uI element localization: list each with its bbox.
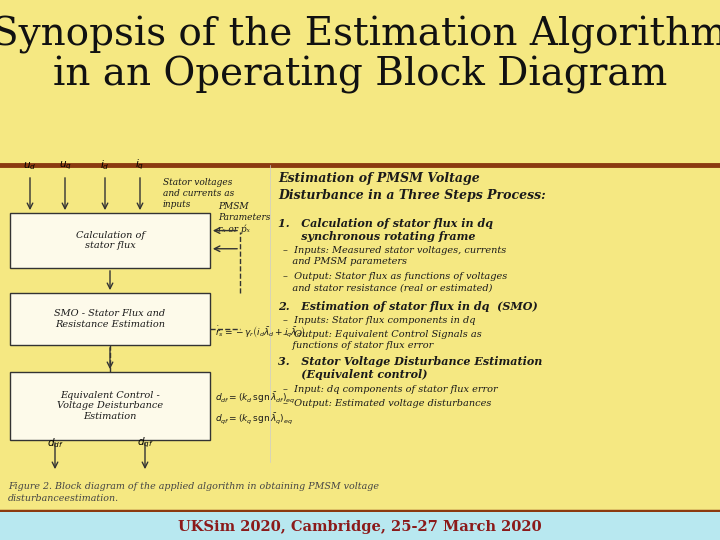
Text: $d_{qf} = (k_q \,\mathrm{sgn}\, \bar{\lambda}_q)_{eq}$: $d_{qf} = (k_q \,\mathrm{sgn}\, \bar{\la… (215, 411, 293, 426)
Text: Estimation of PMSM Voltage
Disturbance in a Three Steps Process:: Estimation of PMSM Voltage Disturbance i… (278, 172, 546, 201)
Text: UKSim 2020, Cambridge, 25-27 March 2020: UKSim 2020, Cambridge, 25-27 March 2020 (178, 520, 542, 534)
Text: $d_{df}$: $d_{df}$ (47, 436, 63, 450)
Text: –  Output: Estimated voltage disturbances: – Output: Estimated voltage disturbances (283, 399, 491, 408)
Text: $d_{qf}$: $d_{qf}$ (137, 436, 153, 450)
Text: Figure 2. Block diagram of the applied algorithm in obtaining PMSM voltage
distu: Figure 2. Block diagram of the applied a… (8, 482, 379, 503)
Bar (10, 213, 210, 268)
Text: $u_d$: $u_d$ (23, 160, 37, 172)
Text: in an Operating Block Diagram: in an Operating Block Diagram (53, 56, 667, 94)
Text: –  Inputs: Measured stator voltages, currents
   and PMSM parameters: – Inputs: Measured stator voltages, curr… (283, 246, 506, 266)
Text: $u_q$: $u_q$ (58, 160, 71, 172)
Text: Calculation of
stator flux: Calculation of stator flux (76, 231, 145, 250)
Bar (10, 293, 210, 345)
Text: Equivalent Control -
Voltage Deisturbance
Estimation: Equivalent Control - Voltage Deisturbanc… (57, 391, 163, 421)
Text: –  Input: dq components of stator flux error: – Input: dq components of stator flux er… (283, 385, 498, 394)
Text: $\dot{r}_s = -\gamma_r \left(i_d \bar{\lambda}_d + i_q \bar{\lambda}_q\right)$: $\dot{r}_s = -\gamma_r \left(i_d \bar{\l… (215, 325, 305, 340)
Text: SMO - Stator Flux and
Resistance Estimation: SMO - Stator Flux and Resistance Estimat… (55, 309, 166, 329)
Text: 1.   Calculation of stator flux in dq
      synchronous rotating frame: 1. Calculation of stator flux in dq sync… (278, 218, 493, 242)
Bar (10, 372, 210, 440)
Text: Stator voltages
and currents as
inputs: Stator voltages and currents as inputs (163, 178, 234, 209)
Text: 3.   Stator Voltage Disturbance Estimation
      (Equivalent control): 3. Stator Voltage Disturbance Estimation… (278, 356, 542, 380)
Text: Synopsis of the Estimation Algorithm: Synopsis of the Estimation Algorithm (0, 16, 720, 54)
Text: $i_q$: $i_q$ (135, 158, 145, 172)
Bar (0, 512, 720, 540)
Text: –  Output: Stator flux as functions of voltages
   and stator resistance (real o: – Output: Stator flux as functions of vo… (283, 272, 508, 292)
Text: $i_d$: $i_d$ (100, 158, 109, 172)
Text: 2.   Estimation of stator flux in dq  (SMO): 2. Estimation of stator flux in dq (SMO) (278, 301, 538, 312)
Text: $d_{df} = (k_d \,\mathrm{sgn}\, \bar{\lambda}_{df})_{eq}$: $d_{df} = (k_d \,\mathrm{sgn}\, \bar{\la… (215, 390, 295, 406)
Text: PMSM
Parameters
rₓ or ṕₓ: PMSM Parameters rₓ or ṕₓ (218, 202, 271, 234)
Text: –  Inputs: Stator flux components in dq: – Inputs: Stator flux components in dq (283, 316, 475, 325)
Text: –  Output: Equivalent Control Signals as
   functions of stator flux error: – Output: Equivalent Control Signals as … (283, 330, 482, 350)
